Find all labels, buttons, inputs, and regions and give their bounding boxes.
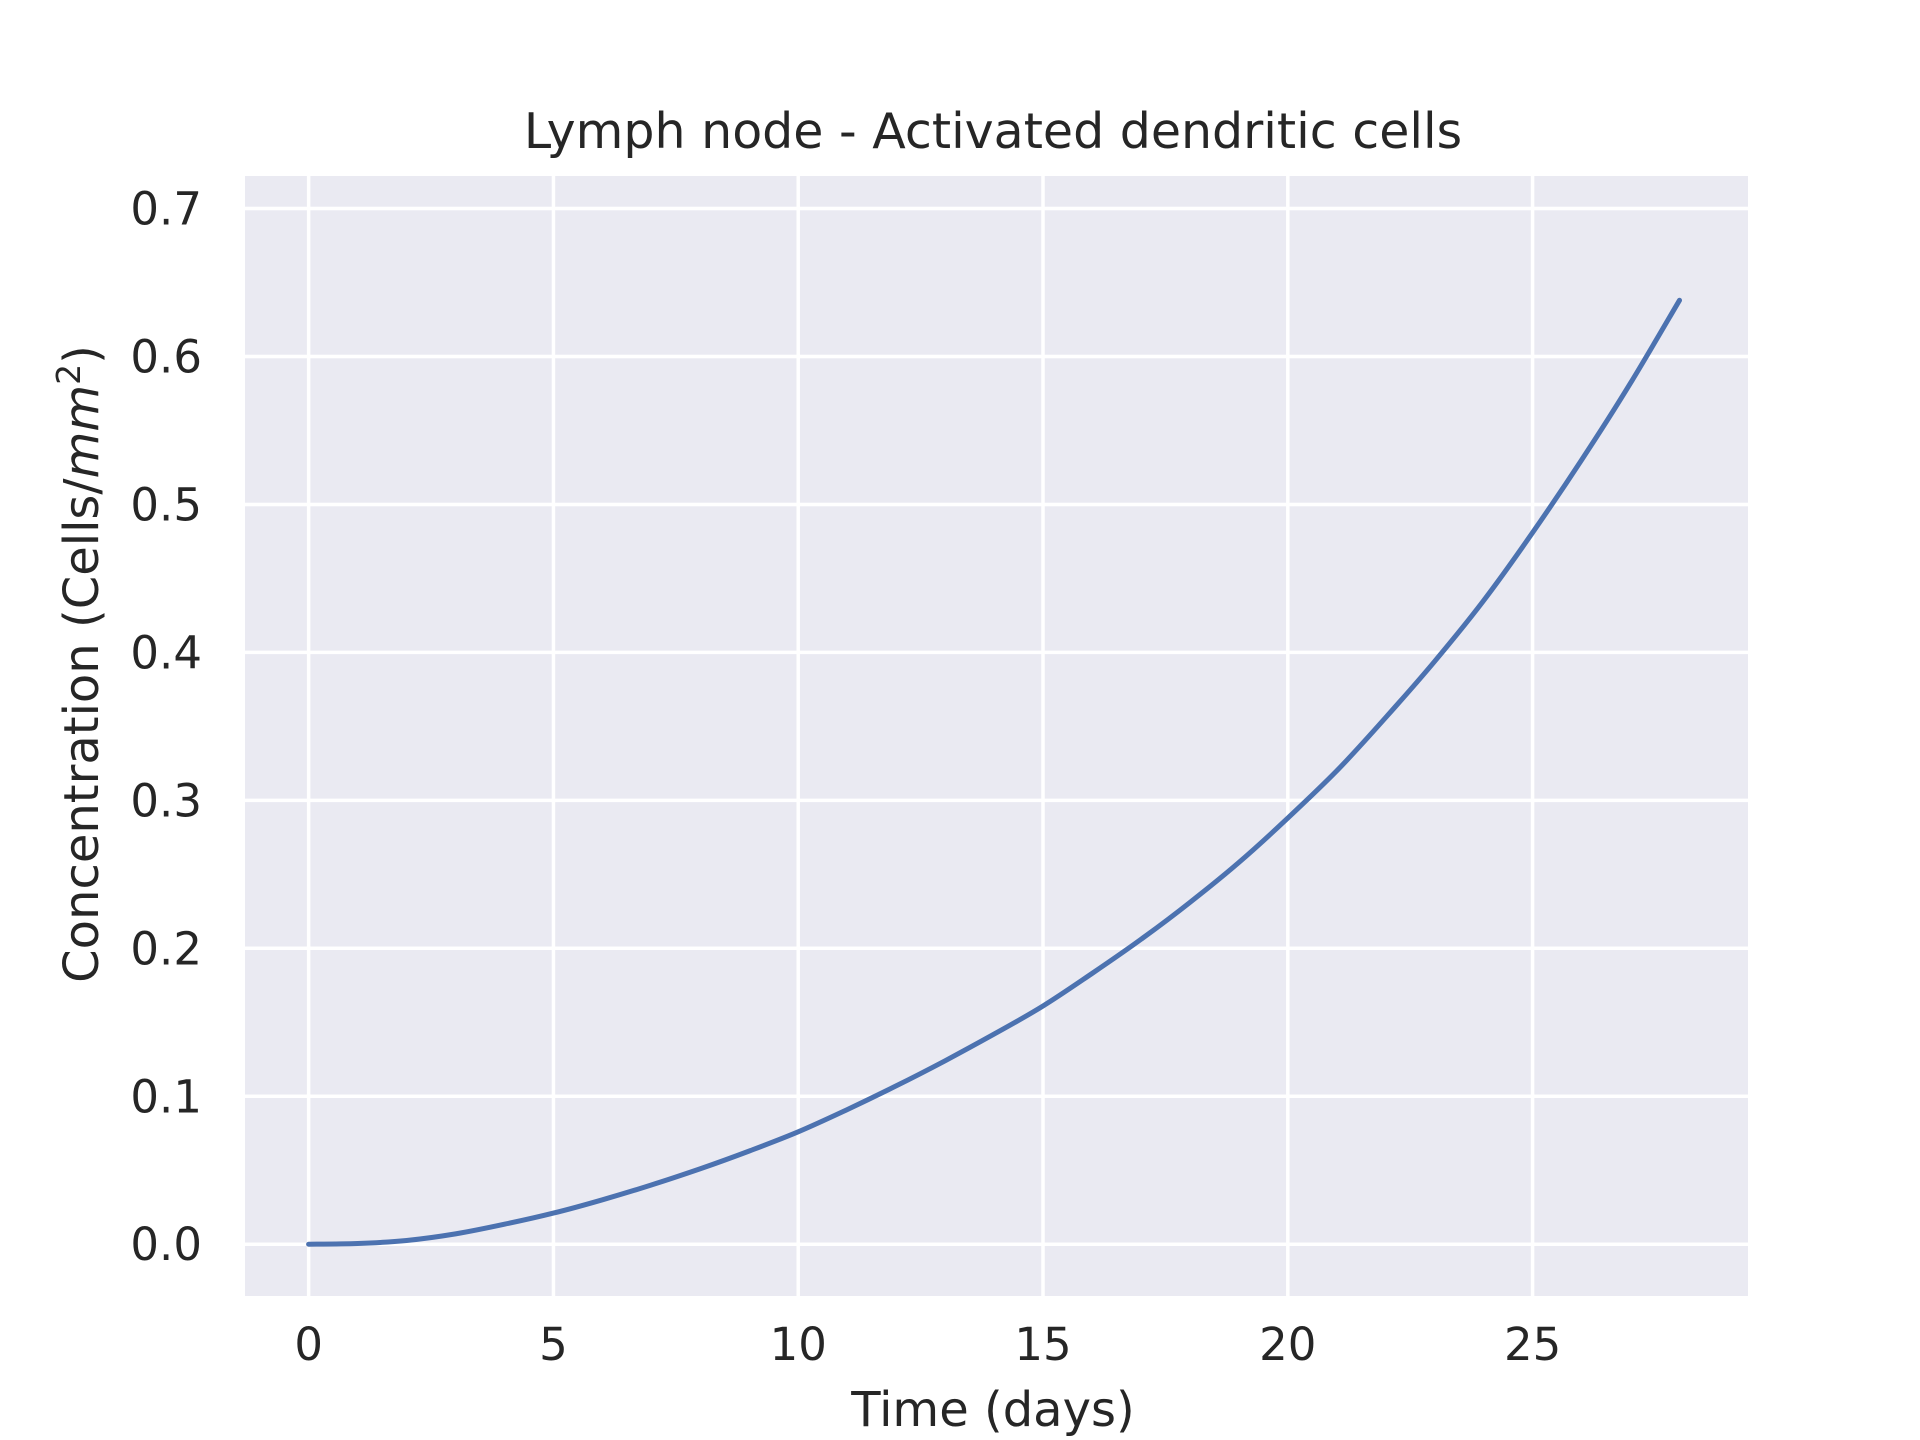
x-tick-label: 25	[1504, 1318, 1561, 1371]
x-tick-label: 20	[1259, 1318, 1316, 1371]
plot-area	[245, 176, 1748, 1296]
chart-title: Lymph node - Activated dendritic cells	[524, 103, 1462, 160]
y-tick-label: 0.2	[130, 922, 202, 975]
series-line	[306, 297, 1682, 1247]
y-tick-label: 0.7	[130, 183, 202, 236]
x-tick-label: 10	[770, 1318, 827, 1371]
y-tick-label: 0.5	[130, 478, 202, 531]
y-axis-label-prefix: Concentration (Cells/	[54, 478, 110, 983]
series-layer	[306, 297, 1682, 1247]
x-tick-label: 15	[1014, 1318, 1071, 1371]
y-tick-labels: 0.0 0.1 0.2 0.3 0.4 0.5 0.6 0.7	[130, 183, 202, 1272]
y-tick-label: 0.4	[130, 626, 202, 679]
y-axis-label: Concentration (Cells/mm2)	[49, 345, 110, 983]
x-gridlines	[306, 176, 1535, 1296]
y-tick-label: 0.0	[130, 1218, 202, 1271]
y-gridlines	[245, 206, 1748, 1246]
y-axis-label-exponent: 2	[49, 364, 88, 385]
x-axis-label: Time (days)	[850, 1382, 1134, 1438]
x-tick-labels: 0 5 10 15 20 25	[294, 1318, 1561, 1371]
y-axis-label-unit: mm	[54, 385, 110, 479]
y-tick-label: 0.6	[130, 331, 202, 384]
y-axis-label-suffix: )	[54, 345, 110, 364]
x-tick-label: 0	[294, 1318, 323, 1371]
y-tick-label: 0.3	[130, 774, 202, 827]
y-tick-label: 0.1	[130, 1070, 202, 1123]
x-tick-label: 5	[539, 1318, 568, 1371]
